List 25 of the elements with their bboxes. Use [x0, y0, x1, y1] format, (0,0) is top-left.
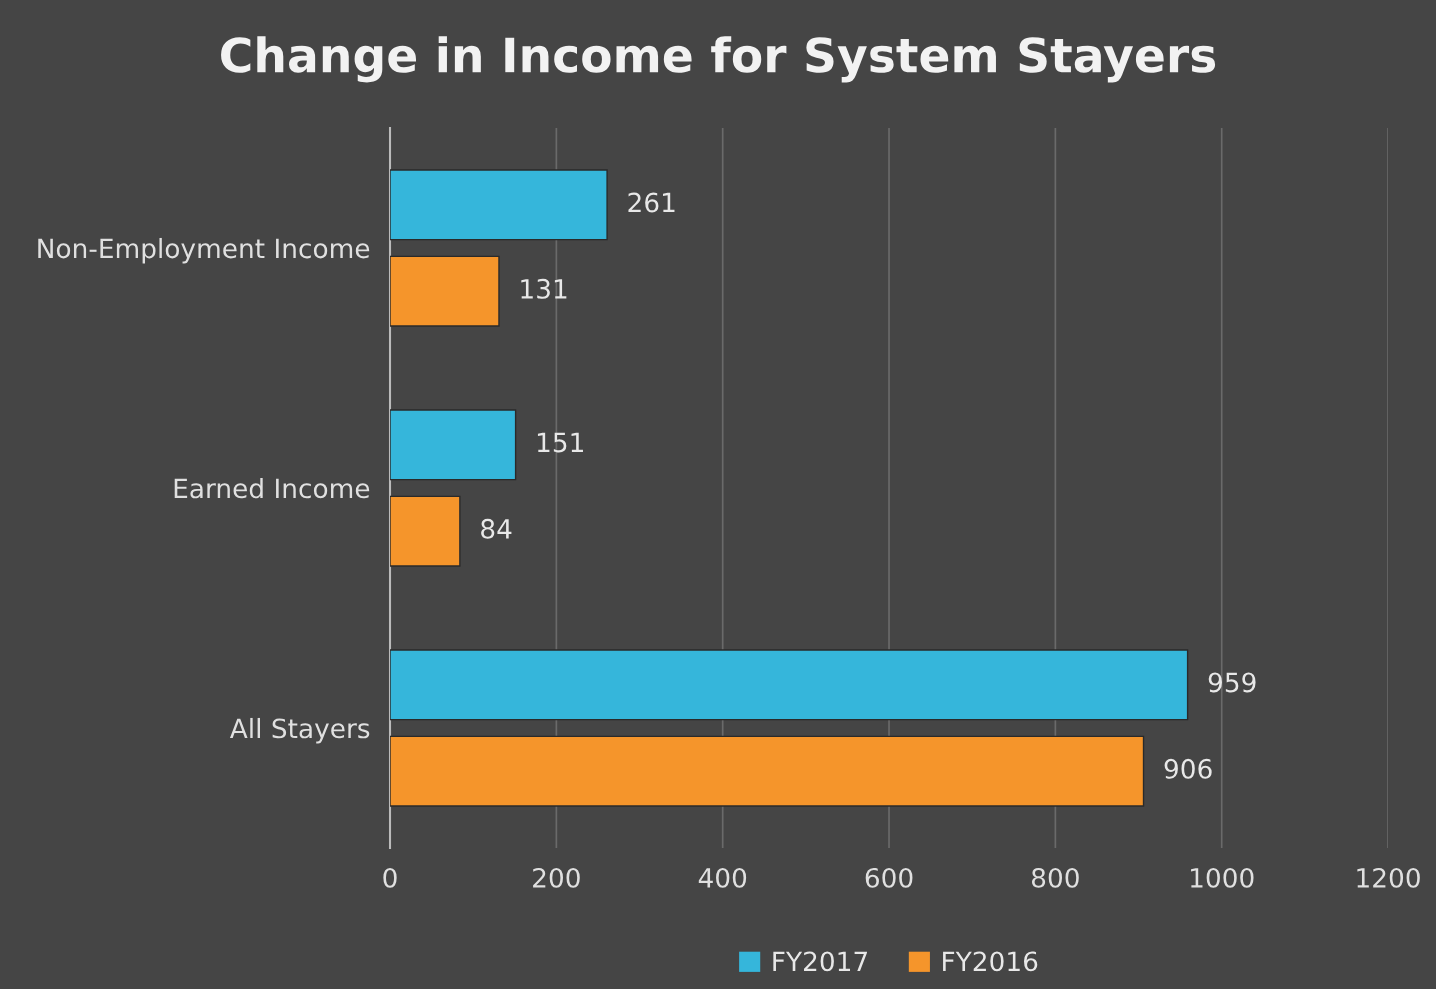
legend-label: FY2017 [773, 951, 867, 972]
x-tick-label: 800 [1031, 867, 1079, 888]
y-tick-label: All Stayers [229, 717, 370, 744]
x-tick-label: 200 [533, 867, 580, 888]
data-label: 151 [537, 432, 583, 453]
bar [390, 495, 461, 567]
bar [390, 169, 608, 241]
bar [390, 255, 500, 327]
data-label: 959 [1208, 672, 1256, 693]
bar [390, 649, 1189, 721]
data-label: 84 [481, 518, 512, 539]
x-tick-label: 400 [698, 867, 747, 888]
x-tick-label: 1200 [1357, 867, 1420, 888]
legend-label: FY2016 [943, 951, 1038, 972]
y-tick-label: Earned Income [174, 477, 370, 499]
bar [390, 409, 517, 481]
data-label: 261 [628, 192, 675, 213]
x-tick-label: 1000 [1191, 867, 1254, 888]
chart-title: Change in Income for System Stayers [221, 36, 1216, 83]
y-tick-label: Non-Employment Income [38, 237, 370, 264]
x-tick-label: 0 [383, 867, 397, 888]
bar [390, 735, 1145, 807]
data-label: 131 [521, 278, 567, 299]
x-tick-label: 600 [865, 867, 913, 888]
data-label: 906 [1164, 758, 1212, 779]
